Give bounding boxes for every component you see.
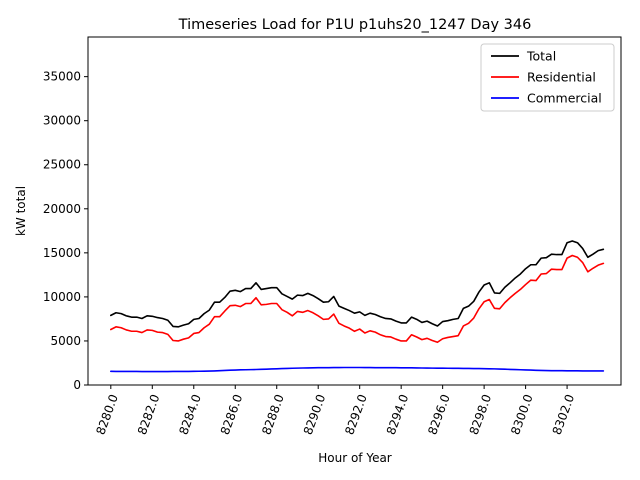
y-tick-label: 5000 <box>50 334 81 348</box>
plot-frame <box>87 36 622 386</box>
y-tick-label: 10000 <box>43 290 81 304</box>
x-axis-title: Hour of Year <box>318 451 392 465</box>
y-tick-label: 30000 <box>43 114 81 128</box>
y-tick-label: 35000 <box>43 70 81 84</box>
y-axis-title: kW total <box>14 186 28 236</box>
legend-label-total: Total <box>526 49 556 64</box>
y-tick-label: 0 <box>73 378 81 392</box>
y-tick-label: 15000 <box>43 246 81 260</box>
legend-box <box>480 43 615 112</box>
series-line-commercial <box>110 366 605 373</box>
series-layer <box>110 240 605 373</box>
y-tick-label: 25000 <box>43 158 81 172</box>
y-tick-label: 20000 <box>43 202 81 216</box>
legend-label-residential: Residential <box>527 70 596 85</box>
legend-label-commercial: Commercial <box>527 91 602 106</box>
series-line-residential <box>110 254 605 344</box>
legend: Total Residential Commercial <box>480 43 615 112</box>
chart-title: Timeseries Load for P1U p1uhs20_1247 Day… <box>178 17 532 33</box>
y-axis: 0 5000 10000 15000 20000 25000 30000 35000 <box>43 70 88 392</box>
plot-area <box>87 36 622 386</box>
series-line-total <box>110 240 605 328</box>
